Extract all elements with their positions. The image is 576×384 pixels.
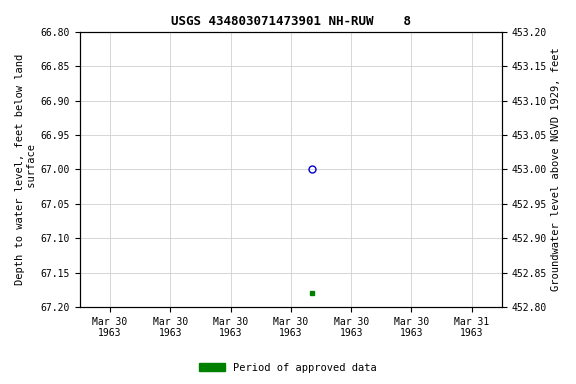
Y-axis label: Groundwater level above NGVD 1929, feet: Groundwater level above NGVD 1929, feet [551, 48, 561, 291]
Title: USGS 434803071473901 NH-RUW    8: USGS 434803071473901 NH-RUW 8 [171, 15, 411, 28]
Legend: Period of approved data: Period of approved data [195, 359, 381, 377]
Y-axis label: Depth to water level, feet below land
 surface: Depth to water level, feet below land su… [15, 54, 37, 285]
